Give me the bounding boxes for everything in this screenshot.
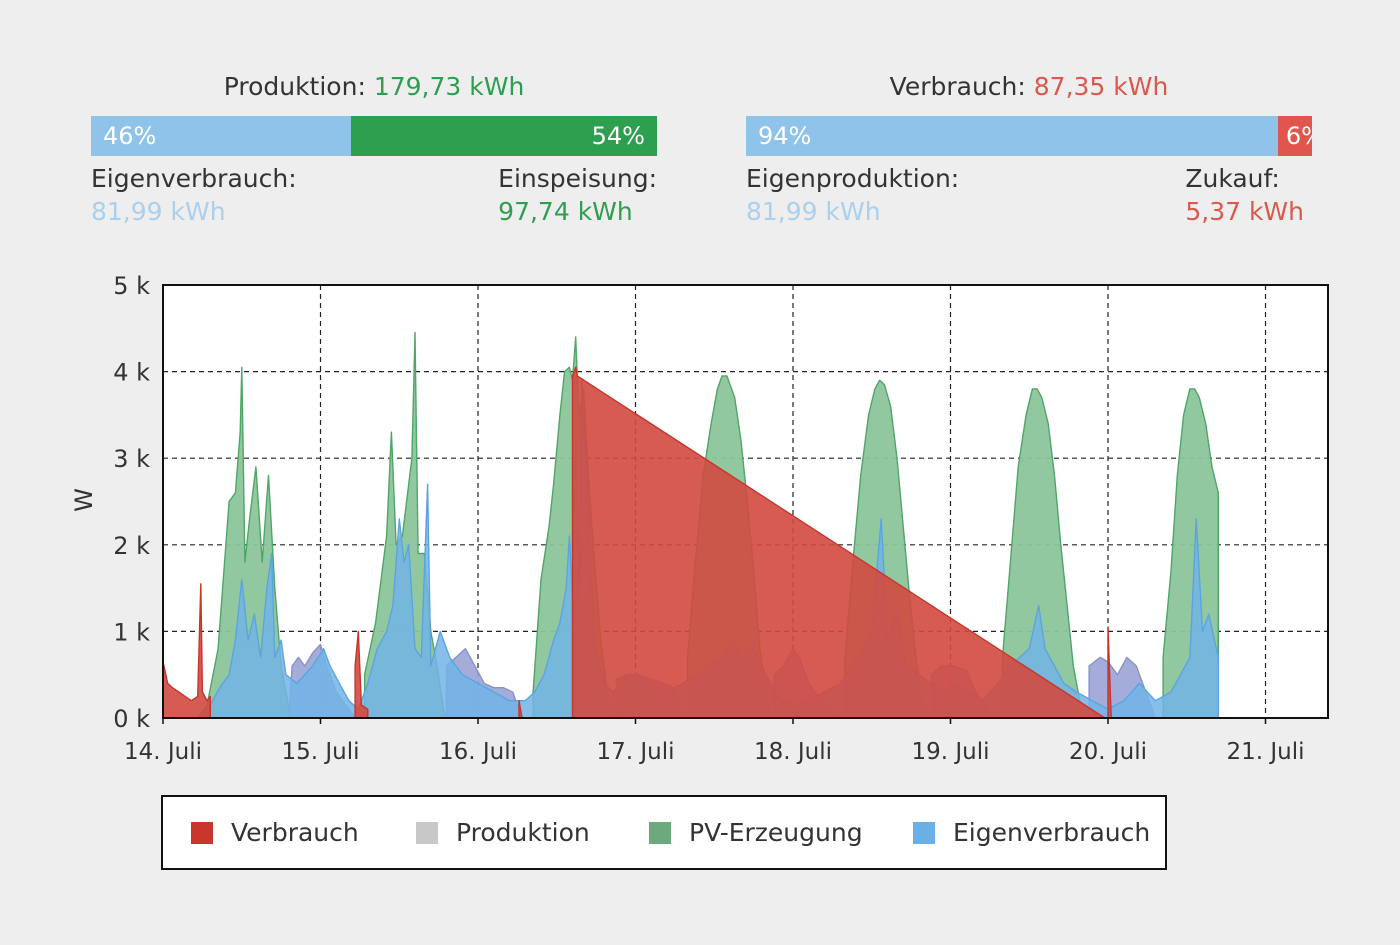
- x-tick-label: 18. Juli: [754, 739, 832, 765]
- x-axis-ticks: 14. Juli 15. Juli 16. Juli 17. Juli 18. Juli…: [124, 718, 1305, 765]
- legend-label-pv-erzeugung: PV-Erzeugung: [689, 818, 863, 847]
- consumption-title: Verbrauch: 87,35 kWh: [746, 72, 1312, 101]
- eigenproduktion-caption: Eigenproduktion: 81,99 kWh: [746, 162, 959, 228]
- x-tick-label: 16. Juli: [439, 739, 517, 765]
- production-label: Produktion:: [223, 72, 366, 101]
- production-einspeisung-percent: 54%: [591, 122, 645, 150]
- production-value: 179,73 kWh: [373, 72, 525, 101]
- x-tick-label: 15. Juli: [281, 739, 359, 765]
- eigenproduktion-label: Eigenproduktion:: [746, 164, 960, 193]
- y-axis-ticks: 0 k 1 k 2 k 3 k 4 k 5 k: [113, 272, 150, 733]
- legend-swatch-pv-erzeugung: [649, 822, 671, 844]
- x-tick-label: 19. Juli: [911, 739, 989, 765]
- einspeisung-caption: Einspeisung: 97,74 kWh: [498, 162, 657, 228]
- production-eigenverbrauch-percent: 46%: [103, 122, 157, 150]
- production-title: Produktion: 179,73 kWh: [91, 72, 657, 101]
- eigenverbrauch-caption: Eigenverbrauch: 81,99 kWh: [91, 162, 297, 228]
- y-tick-label: 0 k: [113, 705, 150, 733]
- y-tick-label: 3 k: [113, 445, 150, 473]
- production-bar: 46% 54%: [91, 116, 657, 156]
- zukauf-caption: Zukauf: 5,37 kWh: [1185, 162, 1304, 228]
- y-tick-label: 1 k: [113, 618, 150, 646]
- consumption-bar-eigenproduktion-segment: 94%: [746, 116, 1279, 156]
- x-tick-label: 20. Juli: [1069, 739, 1147, 765]
- consumption-bar-zukauf-segment: 6%: [1278, 116, 1312, 156]
- x-tick-label: 17. Juli: [596, 739, 674, 765]
- legend-label-produktion: Produktion: [456, 818, 590, 847]
- legend-label-eigenverbrauch: Eigenverbrauch: [953, 818, 1151, 847]
- consumption-eigenproduktion-percent: 94%: [758, 122, 812, 150]
- consumption-label: Verbrauch:: [889, 72, 1026, 101]
- zukauf-label: Zukauf:: [1185, 164, 1280, 193]
- y-tick-label: 5 k: [113, 272, 150, 300]
- plot-frame: [162, 284, 1329, 719]
- eigenverbrauch-label: Eigenverbrauch:: [91, 164, 297, 193]
- y-axis-label: W: [70, 488, 98, 512]
- legend-swatch-produktion: [416, 822, 438, 844]
- legend-swatch-eigenverbrauch: [913, 822, 935, 844]
- einspeisung-value: 97,74 kWh: [498, 197, 633, 226]
- x-tick-label: 21. Juli: [1226, 739, 1304, 765]
- production-bar-einspeisung-segment: 54%: [351, 116, 657, 156]
- consumption-zukauf-percent: 6%: [1285, 122, 1312, 150]
- consumption-bar: 94% 6%: [746, 116, 1312, 156]
- y-tick-label: 4 k: [113, 359, 150, 387]
- eigenproduktion-value: 81,99 kWh: [746, 197, 881, 226]
- zukauf-value: 5,37 kWh: [1185, 197, 1304, 226]
- x-tick-label: 14. Juli: [124, 739, 202, 765]
- consumption-value: 87,35 kWh: [1033, 72, 1169, 101]
- y-tick-label: 2 k: [113, 532, 150, 560]
- einspeisung-label: Einspeisung:: [498, 164, 657, 193]
- legend-label-verbrauch: Verbrauch: [231, 818, 359, 847]
- eigenverbrauch-value: 81,99 kWh: [91, 197, 226, 226]
- production-bar-eigenverbrauch-segment: 46%: [91, 116, 352, 156]
- power-chart: 0 k 1 k 2 k 3 k 4 k 5 k 14. Juli 15. Juli 16. J…: [70, 272, 1329, 765]
- legend: Verbrauch Produktion PV-Erzeugung Eigenv…: [161, 795, 1167, 870]
- legend-swatch-verbrauch: [191, 822, 213, 844]
